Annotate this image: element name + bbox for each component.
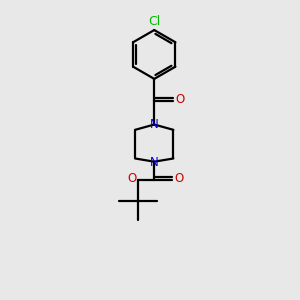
Text: N: N <box>149 156 158 169</box>
Text: O: O <box>174 172 183 185</box>
Text: O: O <box>128 172 136 185</box>
Text: Cl: Cl <box>148 15 160 28</box>
Text: N: N <box>149 118 158 130</box>
Text: O: O <box>175 93 184 106</box>
